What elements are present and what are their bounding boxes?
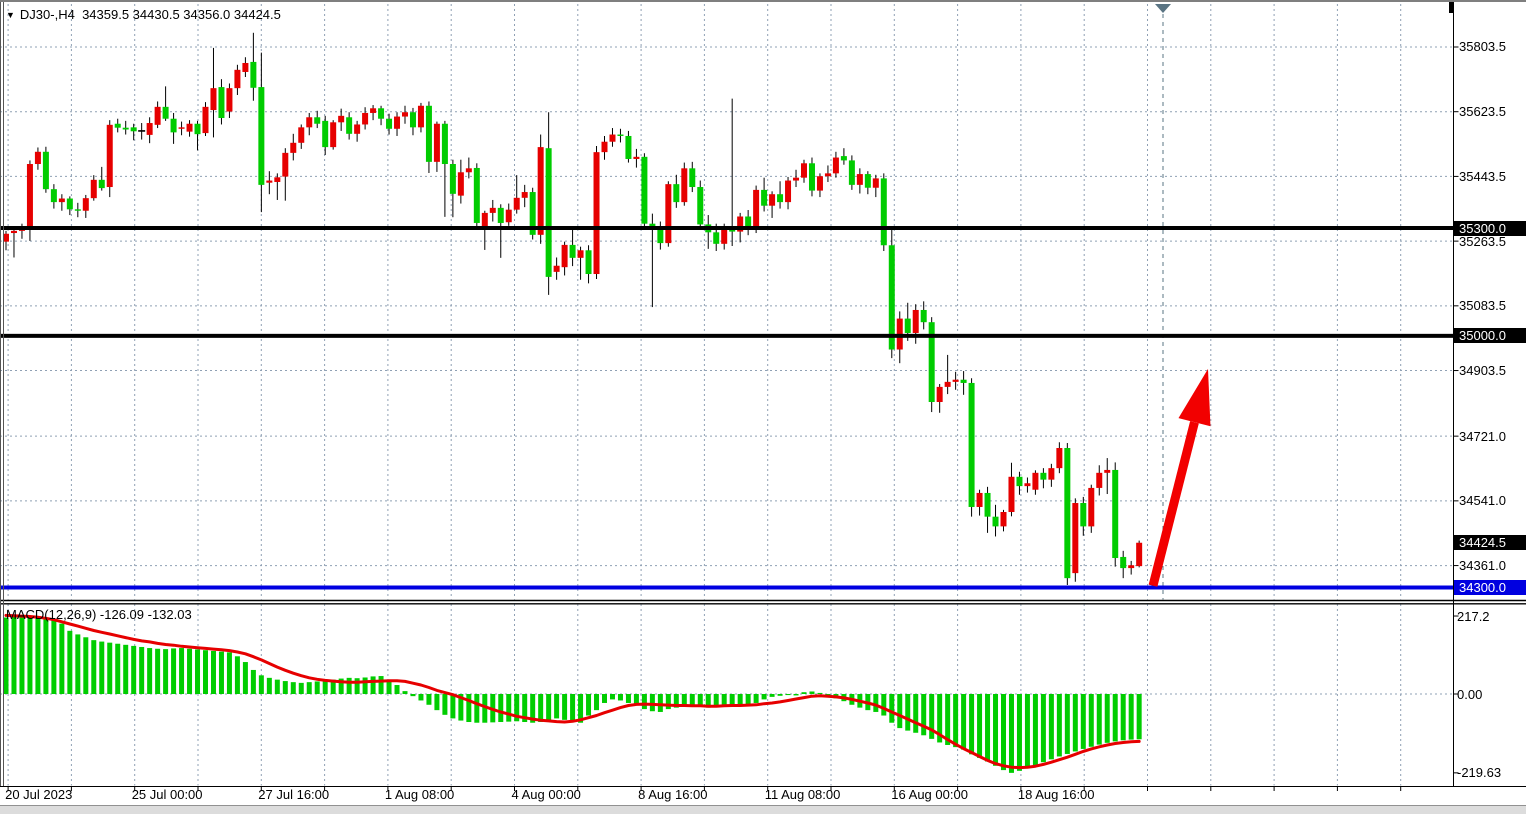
up-arrow-head [1178,368,1211,427]
price-tick-label: 35263.5 [1459,233,1506,249]
time-tick-label: 25 Jul 00:00 [131,787,203,802]
chart-title-spacer [75,7,82,22]
time-tick-label: 8 Aug 16:00 [638,787,708,802]
symbol-dropdown-icon[interactable]: ▼ [6,10,15,20]
time-tick-label: 1 Aug 08:00 [384,787,455,802]
price-tick-label: 35083.5 [1459,298,1506,314]
time-tick-label: 11 Aug 08:00 [764,787,841,802]
price-tick-label: 34541.0 [1459,493,1506,509]
chart-title-symbol: DJ30-,H4 [19,7,75,22]
window-top-border [0,0,1526,2]
macd-indicator-label: MACD(12,26,9) -126.09 -132.03 [6,607,192,622]
price-tick-label: 34903.5 [1459,363,1506,379]
macd-scale-label: 217.2 [1457,608,1490,624]
chart-title-ohlc: 34359.5 34430.5 34356.0 34424.5 [82,7,281,22]
price-tick-label: 34361.0 [1459,558,1506,574]
time-tick-label: 27 Jul 16:00 [258,787,330,802]
price-tick-label: 35623.5 [1459,104,1506,120]
time-tick-label: 18 Aug 16:00 [1017,787,1095,802]
line-price-label: 35000.0 [1454,328,1526,344]
price-tick-label: 35803.5 [1459,39,1506,55]
up-arrow-annotation [1148,421,1199,587]
macd-scale-label: 0.00 [1457,686,1483,702]
time-tick-label: 4 Aug 00:00 [511,787,581,802]
time-tick-label: 20 Jul 2023 [5,787,73,802]
line-price-label: 34424.5 [1454,535,1526,551]
line-price-label: 35300.0 [1454,220,1526,236]
macd-scale-label: -219.63 [1457,765,1502,781]
time-tick-label: 16 Aug 00:00 [891,787,968,802]
window-bottom-edge [0,805,1526,814]
chart-shift-icon [1155,4,1171,13]
level-price-label: 34300.0 [1454,580,1526,595]
chart-title: ▼ DJ30-,H4 34359.5 34430.5 34356.0 34424.… [6,7,281,22]
price-tick-label: 35443.5 [1459,168,1506,184]
price-tick-label: 34721.0 [1459,428,1506,444]
